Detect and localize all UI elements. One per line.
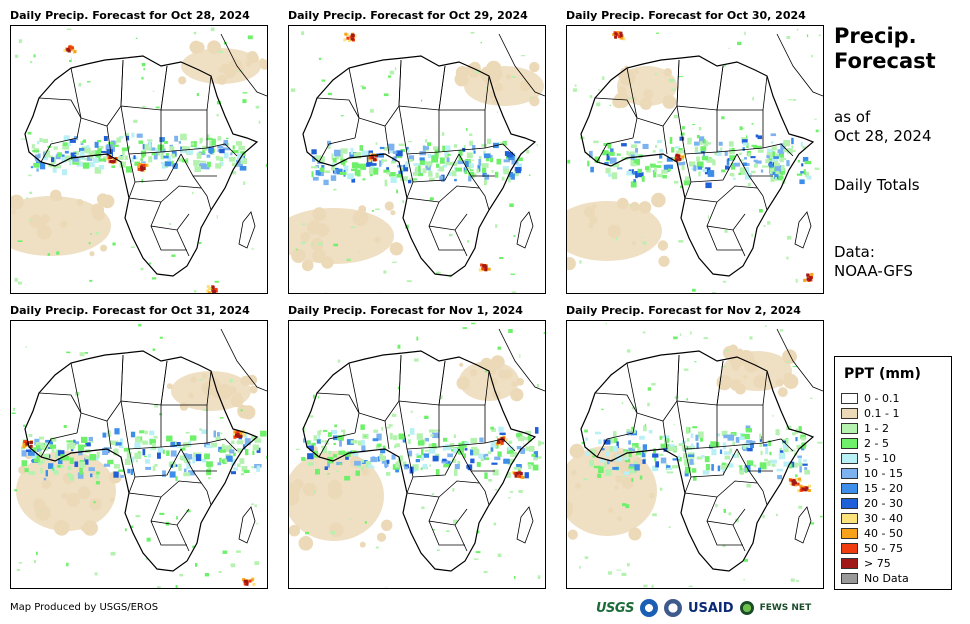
legend-swatch (841, 528, 858, 539)
forecast-map-3 (566, 25, 824, 294)
map-canvas (11, 323, 267, 588)
partner-logos: USGS USAID FEWS NET (596, 598, 811, 618)
legend-label: > 75 (864, 557, 891, 570)
forecast-map-5 (288, 320, 546, 589)
legend-swatch (841, 573, 858, 584)
as-of-value: Oct 28, 2024 (834, 127, 932, 145)
legend-swatch (841, 543, 858, 554)
legend-swatch (841, 558, 858, 569)
map-credit: Map Produced by USGS/EROS (10, 602, 159, 613)
legend-item: 40 - 50 (841, 526, 903, 541)
usaid-logo: USAID (687, 600, 734, 616)
legend-swatch (841, 513, 858, 524)
legend-item: 20 - 30 (841, 496, 903, 511)
legend-swatch (841, 423, 858, 434)
legend-item: 1 - 2 (841, 421, 889, 436)
daily-totals-label: Daily Totals (834, 176, 920, 194)
forecast-map-2 (288, 25, 546, 294)
noaa-logo-icon (639, 599, 658, 617)
panel-title-6: Daily Precip. Forecast for Nov 2, 2024 (566, 304, 801, 317)
map-canvas (289, 31, 545, 293)
as-of-date: as of Oct 28, 2024 (834, 108, 932, 146)
legend-swatch (841, 438, 858, 449)
panel-title-5: Daily Precip. Forecast for Nov 1, 2024 (288, 304, 523, 317)
legend-label: 0.1 - 1 (864, 407, 900, 420)
legend-item: 0.1 - 1 (841, 406, 899, 421)
side-title: Precip. Forecast (834, 24, 936, 74)
legend-item: 50 - 75 (841, 541, 903, 556)
legend-label: 15 - 20 (864, 482, 903, 495)
map-canvas (289, 322, 545, 588)
as-of-label: as of (834, 108, 871, 126)
legend-swatch (841, 483, 858, 494)
legend-title: PPT (mm) (844, 366, 921, 382)
legend-label: 10 - 15 (864, 467, 903, 480)
legend-swatch (841, 453, 858, 464)
legend-item: No Data (841, 571, 909, 586)
map-canvas (567, 28, 823, 293)
legend-swatch (841, 393, 858, 404)
legend-label: No Data (864, 572, 909, 585)
legend-label: 0 - 0.1 (864, 392, 900, 405)
forecast-map-4 (10, 320, 268, 589)
side-title-line2: Forecast (834, 49, 936, 73)
legend-label: 1 - 2 (864, 422, 889, 435)
legend-label: 2 - 5 (864, 437, 889, 450)
forecast-map-6 (566, 320, 824, 589)
legend-item: 0 - 0.1 (841, 391, 899, 406)
legend-label: 5 - 10 (864, 452, 896, 465)
legend-swatch (841, 498, 858, 509)
legend-swatch (841, 468, 858, 479)
legend-item: 10 - 15 (841, 466, 903, 481)
legend-item: 30 - 40 (841, 511, 903, 526)
fews-globe-icon (739, 601, 754, 615)
legend-label: 30 - 40 (864, 512, 903, 525)
legend-item: > 75 (841, 556, 891, 571)
data-source: Data: NOAA-GFS (834, 243, 913, 281)
legend-item: 5 - 10 (841, 451, 896, 466)
panel-title-2: Daily Precip. Forecast for Oct 29, 2024 (288, 9, 528, 22)
panel-title-1: Daily Precip. Forecast for Oct 28, 2024 (10, 9, 250, 22)
map-canvas (11, 27, 267, 293)
panel-title-3: Daily Precip. Forecast for Oct 30, 2024 (566, 9, 806, 22)
data-source-value: NOAA-GFS (834, 262, 913, 280)
legend-label: 20 - 30 (864, 497, 903, 510)
forecast-map-1 (10, 25, 268, 294)
fews-net-logo: FEWS NET (759, 603, 812, 613)
legend-swatch (841, 408, 858, 419)
map-canvas (567, 322, 823, 588)
legend-item: 15 - 20 (841, 481, 903, 496)
legend-label: 50 - 75 (864, 542, 903, 555)
usda-seal-icon (663, 599, 682, 617)
usgs-logo: USGS (596, 600, 634, 616)
precip-legend: PPT (mm) 0 - 0.1 0.1 - 1 1 - 2 2 - 5 5 - 10 1… (834, 356, 952, 590)
panel-title-4: Daily Precip. Forecast for Oct 31, 2024 (10, 304, 250, 317)
legend-item: 2 - 5 (841, 436, 889, 451)
data-source-label: Data: (834, 243, 875, 261)
side-title-line1: Precip. (834, 24, 917, 48)
legend-label: 40 - 50 (864, 527, 903, 540)
